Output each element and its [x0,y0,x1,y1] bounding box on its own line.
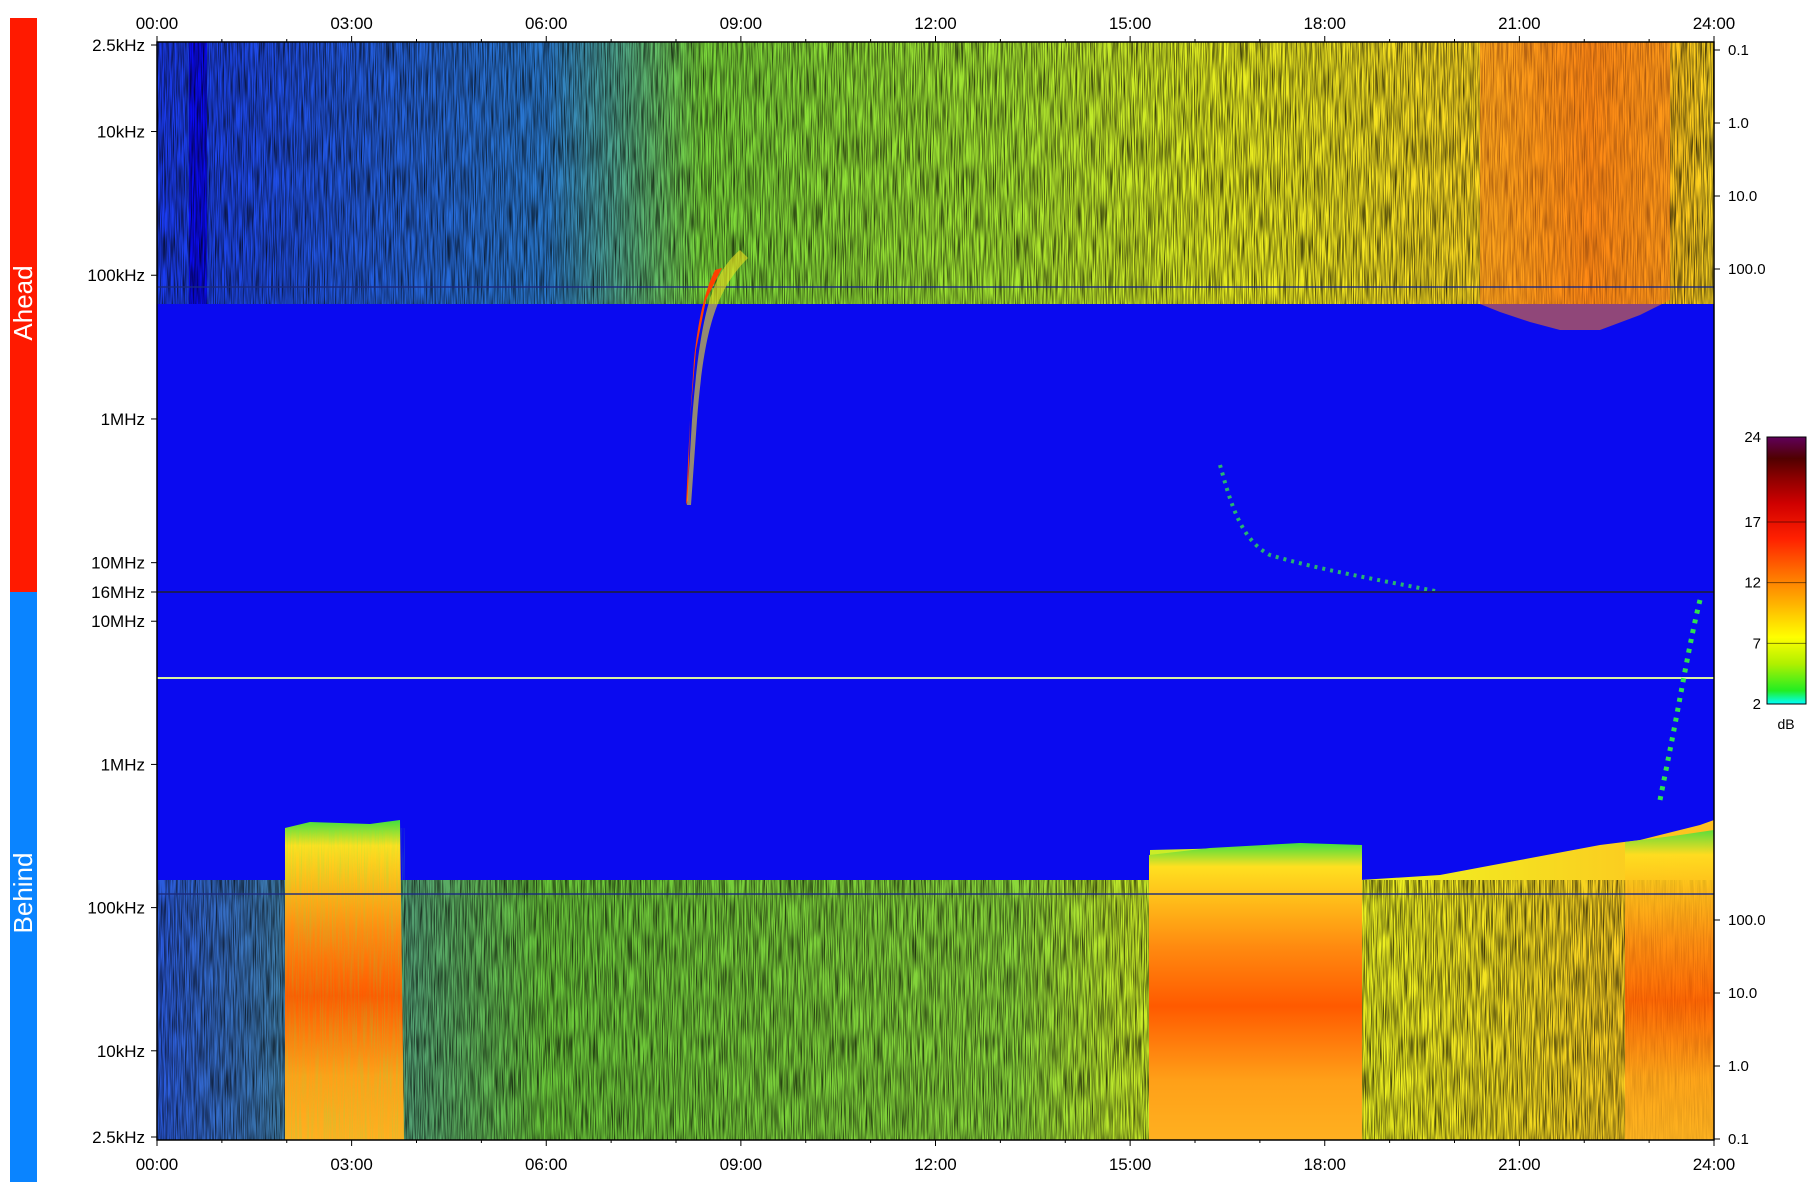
x-tick-label-bottom: 06:00 [525,1155,568,1174]
y-tick-label-ahead: 1MHz [101,410,145,429]
ahead-bar [10,18,37,592]
y-tick-label-ahead: 10kHz [97,123,145,142]
x-tick-label-bottom: 18:00 [1303,1155,1346,1174]
behind-label: Behind [8,853,38,934]
colorbar-tick-label: 7 [1753,635,1761,652]
x-tick-label-top: 15:00 [1109,14,1152,33]
behind-band-texture [157,880,1714,1140]
x-tick-label-bottom: 21:00 [1498,1155,1541,1174]
behind-burst-texture [285,828,405,1140]
right-tick-label-ahead: 1.0 [1728,115,1749,132]
x-axis-top: 00:00 03:00 06:00 09:00 12:00 15:00 18:00 21:00… [136,14,1736,42]
colorbar-tick-label: 12 [1744,575,1761,592]
x-tick-label-bottom: 15:00 [1109,1155,1152,1174]
ahead-label: Ahead [8,265,38,340]
x-tick-label-top: 21:00 [1498,14,1541,33]
colorbar: 24 17 12 7 2 dB [1744,429,1807,732]
x-tick-label-top: 06:00 [525,14,568,33]
right-tick-label-ahead: 100.0 [1728,261,1766,278]
type-iii-burst-halo [687,250,748,505]
x-tick-label-bottom: 03:00 [330,1155,373,1174]
x-tick-label-top: 03:00 [330,14,373,33]
right-tick-label-behind: 10.0 [1728,985,1757,1002]
ahead-sharp-line [157,286,1714,288]
behind-burst-late [1625,830,1714,1140]
y-tick-label-behind: 1MHz [101,755,145,774]
colorbar-ticks: 24 17 12 7 2 [1744,429,1806,713]
ahead-band-texture [157,42,1714,304]
y-tick-label-behind: 10MHz [91,612,145,631]
ahead-evening-enhancement [1480,42,1670,330]
y-tick-label-ahead: 2.5kHz [92,36,145,55]
behind-bar [10,592,37,1182]
x-tick-label-bottom: 09:00 [720,1155,763,1174]
x-tick-label-bottom: 12:00 [914,1155,957,1174]
behind-burst-afternoon [1149,843,1362,1140]
x-axis-bottom: 00:00 03:00 06:00 09:00 12:00 15:00 18:00 21:00… [136,1140,1736,1174]
colorbar-unit-label: dB [1777,716,1794,732]
x-tick-label-top: 12:00 [914,14,957,33]
y-tick-label-behind: 2.5kHz [92,1128,145,1147]
y-axis-left: 2.5kHz 10kHz 100kHz 1MHz 10MHz 16MHz 10MHz 1MHz… [87,36,157,1147]
right-tick-label-ahead: 10.0 [1728,188,1757,205]
right-tick-label-behind: 0.1 [1728,1131,1749,1148]
x-tick-label-top: 18:00 [1303,14,1346,33]
y-tick-label-ahead: 16MHz [91,583,145,602]
plot-area [156,41,1715,1141]
x-tick-label-top: 24:00 [1693,14,1736,33]
y-axis-right: 0.1 1.0 10.0 100.0 100.0 10.0 1.0 0.1 [1714,42,1766,1148]
colorbar-tick-label: 24 [1744,429,1761,446]
x-tick-label-top: 00:00 [136,14,179,33]
x-tick-label-top: 09:00 [720,14,763,33]
x-tick-label-bottom: 24:00 [1693,1155,1736,1174]
y-tick-label-behind: 10kHz [97,1042,145,1061]
colorbar-tick-label: 17 [1744,514,1761,531]
colorbar-tick-label: 2 [1753,696,1761,713]
y-tick-label-ahead: 100kHz [87,266,145,285]
right-tick-label-behind: 100.0 [1728,912,1766,929]
right-tick-label-behind: 1.0 [1728,1058,1749,1075]
x-tick-label-bottom: 00:00 [136,1155,179,1174]
right-tick-label-ahead: 0.1 [1728,42,1749,59]
y-tick-label-behind: 100kHz [87,899,145,918]
y-tick-label-ahead: 10MHz [91,554,145,573]
colorbar-gradient [1767,437,1806,704]
